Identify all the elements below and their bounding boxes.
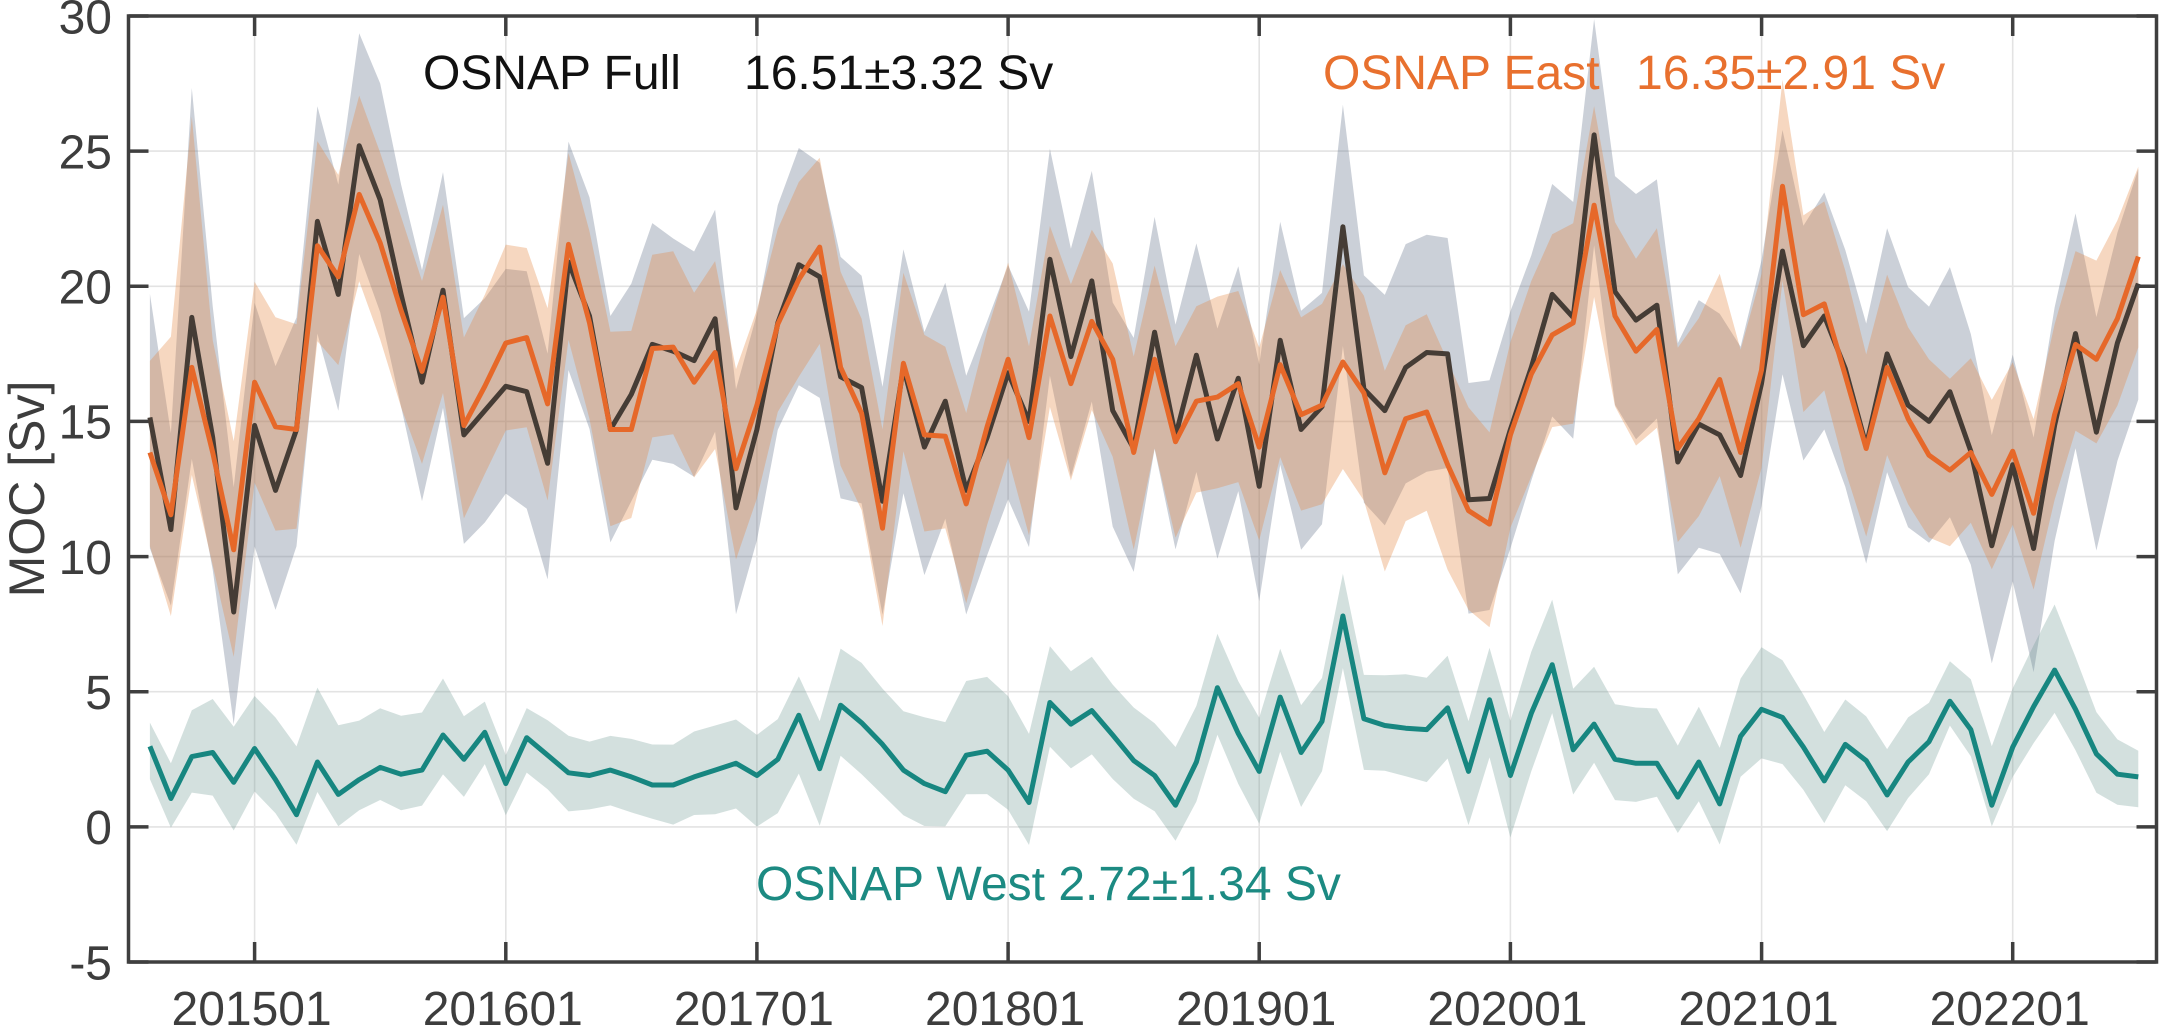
svg-text:OSNAP East: OSNAP East <box>1323 47 1600 100</box>
svg-text:20: 20 <box>59 262 112 315</box>
svg-text:30: 30 <box>59 0 112 44</box>
svg-text:OSNAP Full: OSNAP Full <box>423 47 681 100</box>
svg-text:16.51±3.32 Sv: 16.51±3.32 Sv <box>744 47 1053 100</box>
svg-text:OSNAP West 2.72±1.34 Sv: OSNAP West 2.72±1.34 Sv <box>756 858 1341 911</box>
svg-text:-5: -5 <box>69 937 112 990</box>
svg-text:201601: 201601 <box>423 983 583 1028</box>
svg-text:201901: 201901 <box>1176 983 1336 1028</box>
svg-text:0: 0 <box>85 802 112 855</box>
svg-text:202201: 202201 <box>1930 983 2090 1028</box>
svg-text:MOC [Sv]: MOC [Sv] <box>0 381 55 598</box>
svg-text:202001: 202001 <box>1427 983 1587 1028</box>
svg-text:10: 10 <box>59 532 112 585</box>
svg-text:201801: 201801 <box>925 983 1085 1028</box>
svg-text:25: 25 <box>59 126 112 179</box>
svg-text:15: 15 <box>59 397 112 450</box>
svg-text:201701: 201701 <box>674 983 834 1028</box>
svg-text:201501: 201501 <box>172 983 332 1028</box>
svg-text:16.35±2.91 Sv: 16.35±2.91 Sv <box>1636 47 1945 100</box>
svg-text:5: 5 <box>85 667 112 720</box>
svg-text:202101: 202101 <box>1679 983 1839 1028</box>
